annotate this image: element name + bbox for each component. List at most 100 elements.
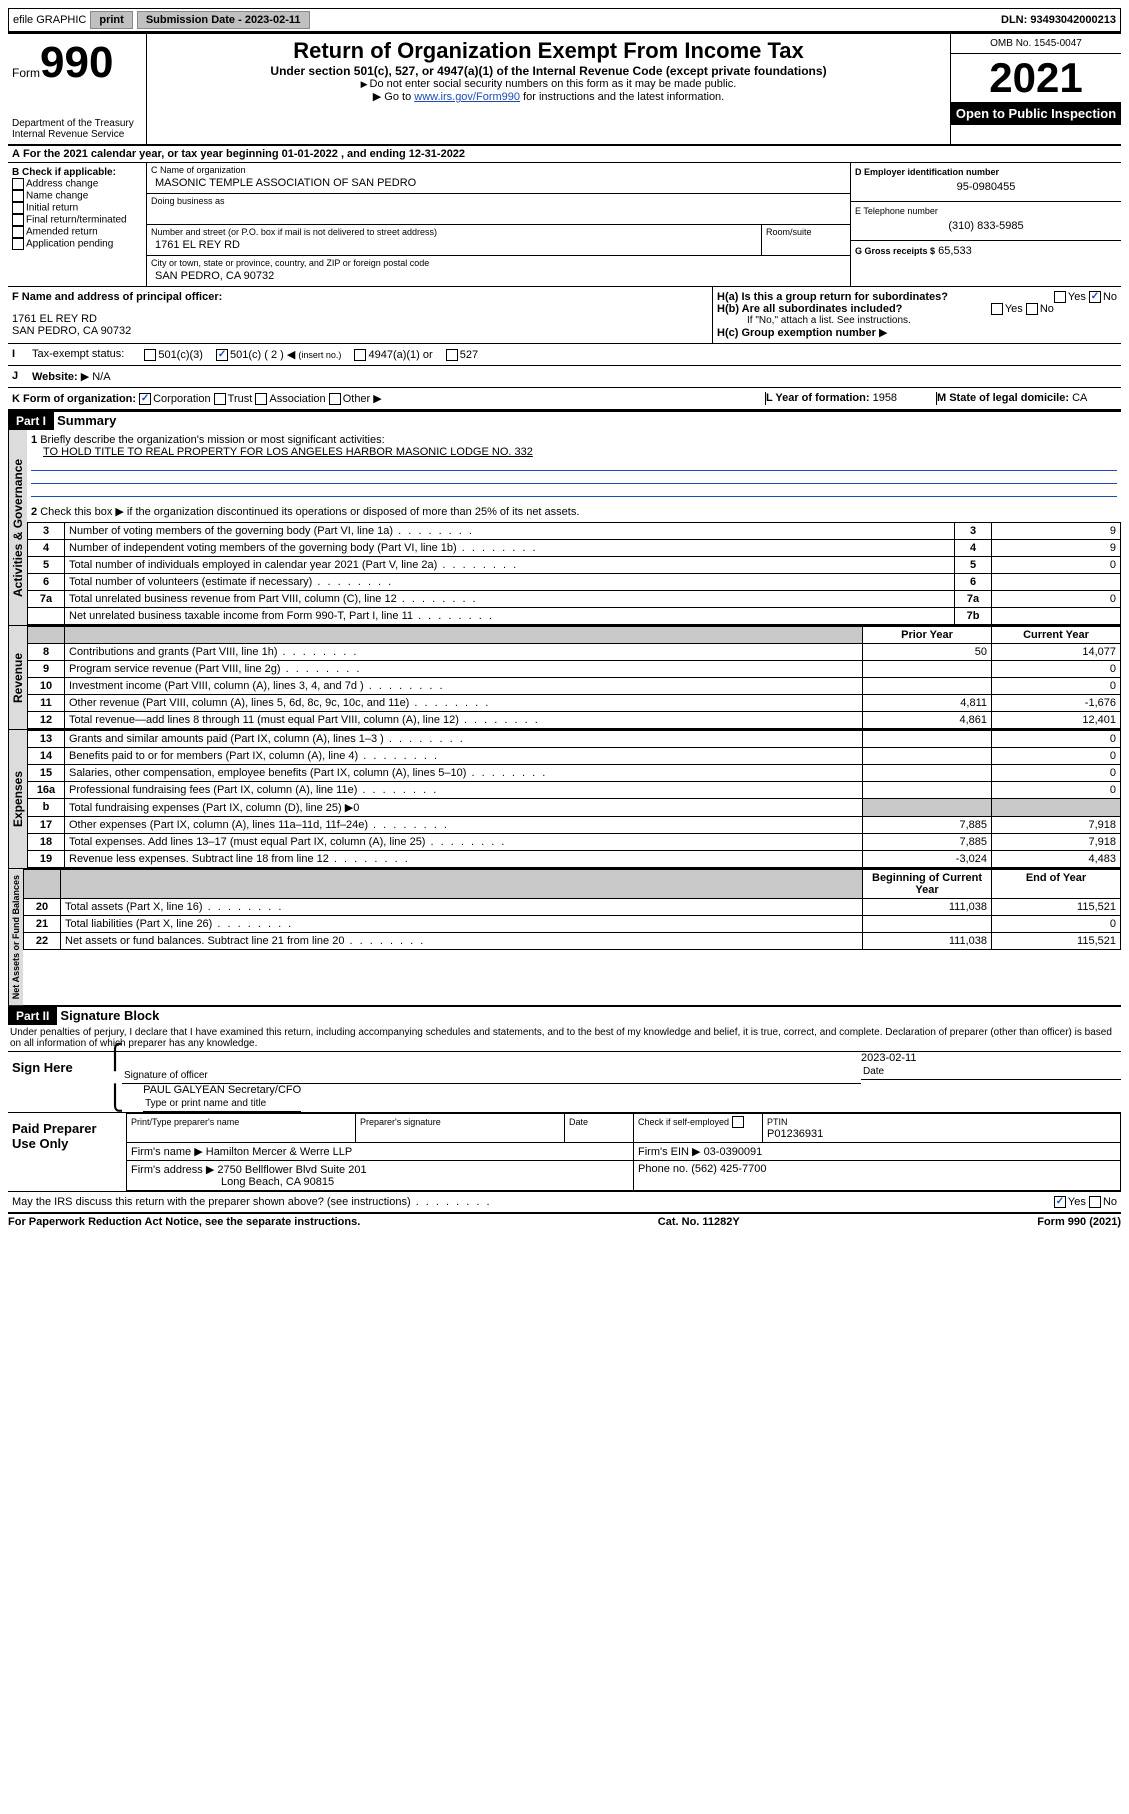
instr-2-pre: Go to xyxy=(384,91,414,103)
checkbox-amended[interactable] xyxy=(12,226,24,238)
k-o3: Association xyxy=(269,393,325,405)
row-desc: Professional fundraising fees (Part IX, … xyxy=(65,782,863,799)
part2-title: Signature Block xyxy=(60,1008,159,1023)
k-trust[interactable] xyxy=(214,393,226,405)
i-o1: 501(c)(3) xyxy=(158,349,203,361)
checkbox-name-change[interactable] xyxy=(12,190,24,202)
prep-name-lbl: Print/Type preparer's name xyxy=(131,1117,239,1127)
row-desc: Other expenses (Part IX, column (A), lin… xyxy=(65,817,863,834)
firm-addr: 2750 Bellflower Blvd Suite 201 xyxy=(217,1164,366,1176)
d-lbl: D Employer identification number xyxy=(855,167,1117,177)
form-title: Return of Organization Exempt From Incom… xyxy=(151,38,946,64)
ha-no[interactable] xyxy=(1089,291,1101,303)
b-label: B Check if applicable: xyxy=(12,167,142,178)
checkbox-app-pending[interactable] xyxy=(12,238,24,250)
check-lbl: Check if self-employed xyxy=(638,1117,729,1127)
curr-year-lbl: Current Year xyxy=(992,627,1121,644)
row-cell: 4 xyxy=(955,540,992,557)
row-num: 14 xyxy=(28,748,65,765)
phone-lbl: Phone no. xyxy=(638,1163,688,1175)
row-num: 7a xyxy=(28,591,65,608)
i-501c[interactable] xyxy=(216,349,228,361)
curr-val: 4,483 xyxy=(992,851,1121,868)
discuss-no[interactable] xyxy=(1089,1196,1101,1208)
prior-val: 4,861 xyxy=(863,712,992,729)
expenses-section: Expenses 13Grants and similar amounts pa… xyxy=(8,729,1121,868)
row-num: 8 xyxy=(28,644,65,661)
org-name: MASONIC TEMPLE ASSOCIATION OF SAN PEDRO xyxy=(151,175,846,191)
b-item-2: Initial return xyxy=(26,203,78,214)
checkbox-initial-return[interactable] xyxy=(12,202,24,214)
i-o2-note: (insert no.) xyxy=(298,350,341,360)
row-desc: Benefits paid to or for members (Part IX… xyxy=(65,748,863,765)
row-num: 9 xyxy=(28,661,65,678)
i-4947[interactable] xyxy=(354,349,366,361)
section-i: I Tax-exempt status: 501(c)(3) 501(c) ( … xyxy=(8,344,1121,366)
k-assoc[interactable] xyxy=(255,393,267,405)
i-o4: 527 xyxy=(460,349,478,361)
side-rev: Revenue xyxy=(8,626,27,729)
discuss-yes-lbl: Yes xyxy=(1068,1196,1086,1208)
sign-here-lbl: Sign Here xyxy=(8,1052,86,1112)
f-lbl: F Name and address of principal officer: xyxy=(12,291,708,303)
irs-label: Internal Revenue Service xyxy=(12,129,142,140)
omb-number: OMB No. 1545-0047 xyxy=(951,34,1121,54)
date-lbl: Date xyxy=(863,1066,884,1077)
hb-no[interactable] xyxy=(1026,303,1038,315)
paid-lbl: Paid Preparer Use Only xyxy=(8,1113,126,1191)
checkbox-address-change[interactable] xyxy=(12,178,24,190)
k-other[interactable] xyxy=(329,393,341,405)
print-button[interactable]: print xyxy=(90,11,132,29)
row-num: 18 xyxy=(28,834,65,851)
form-number: 990 xyxy=(40,38,113,87)
row-num: 15 xyxy=(28,765,65,782)
row-num: 6 xyxy=(28,574,65,591)
begin-val: 111,038 xyxy=(863,899,992,916)
k-corp[interactable] xyxy=(139,393,151,405)
end-lbl: End of Year xyxy=(992,870,1121,899)
hb-note: If "No," attach a list. See instructions… xyxy=(717,315,1117,326)
line-a: A For the 2021 calendar year, or tax yea… xyxy=(8,145,1121,163)
row-val: 0 xyxy=(992,591,1121,608)
discuss-yes[interactable] xyxy=(1054,1196,1066,1208)
col-c: C Name of organization MASONIC TEMPLE AS… xyxy=(147,163,850,286)
b-item-4: Amended return xyxy=(26,227,98,238)
efile-label: efile GRAPHIC xyxy=(13,14,86,26)
l-lbl: L Year of formation: xyxy=(766,392,870,404)
line-a-text: For the 2021 calendar year, or tax year … xyxy=(23,148,465,160)
row-val: 0 xyxy=(992,557,1121,574)
firm-name: Hamilton Mercer & Werre LLP xyxy=(206,1146,353,1158)
begin-lbl: Beginning of Current Year xyxy=(863,870,992,899)
form-subtitle: Under section 501(c), 527, or 4947(a)(1)… xyxy=(151,64,946,78)
i-527[interactable] xyxy=(446,349,458,361)
prior-val xyxy=(863,765,992,782)
irs-link[interactable]: www.irs.gov/Form990 xyxy=(414,91,520,103)
b-item-0: Address change xyxy=(26,179,98,190)
row-num: 4 xyxy=(28,540,65,557)
row-desc: Investment income (Part VIII, column (A)… xyxy=(65,678,863,695)
l-val: 1958 xyxy=(873,392,897,404)
ein: 95-0980455 xyxy=(855,177,1117,197)
hdr-blank xyxy=(28,627,65,644)
section-j: J Website: ▶ N/A xyxy=(8,366,1121,388)
i-501c3[interactable] xyxy=(144,349,156,361)
part1-header: Part I Summary xyxy=(8,410,1121,430)
self-emp-checkbox[interactable] xyxy=(732,1116,744,1128)
b-item-3: Final return/terminated xyxy=(26,215,127,226)
checkbox-final-return[interactable] xyxy=(12,214,24,226)
row-desc: Net assets or fund balances. Subtract li… xyxy=(61,933,863,950)
hdr-blank2 xyxy=(65,627,863,644)
prior-val xyxy=(863,731,992,748)
ptin: P01236931 xyxy=(767,1128,823,1140)
hb-yes[interactable] xyxy=(991,303,1003,315)
row-num: b xyxy=(28,799,65,817)
submission-date-button[interactable]: Submission Date - 2023-02-11 xyxy=(137,11,310,29)
section-bcdefg: B Check if applicable: Address change Na… xyxy=(8,163,1121,287)
curr-val: 0 xyxy=(992,661,1121,678)
curr-val: -1,676 xyxy=(992,695,1121,712)
curr-val: 0 xyxy=(992,748,1121,765)
ha-yes[interactable] xyxy=(1054,291,1066,303)
curr-val: 14,077 xyxy=(992,644,1121,661)
prior-val: 7,885 xyxy=(863,834,992,851)
row-desc: Total liabilities (Part X, line 26) xyxy=(61,916,863,933)
